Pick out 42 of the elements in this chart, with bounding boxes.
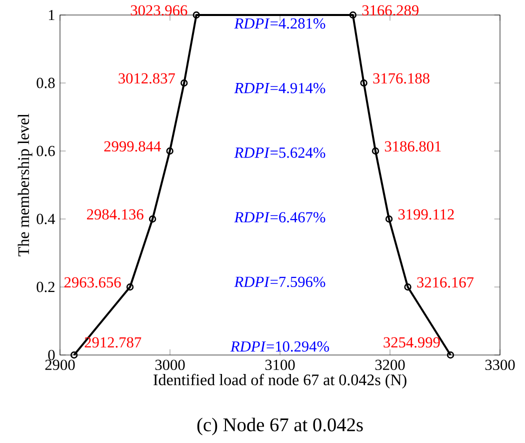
y-tick-label: 0.6 xyxy=(36,146,55,156)
y-tick-label: 0 xyxy=(48,350,55,360)
annotation: 3176.188 xyxy=(373,73,430,84)
annotation: 2912.787 xyxy=(84,337,142,348)
point xyxy=(349,11,357,19)
annotation: RDPI=10.294% xyxy=(230,341,330,352)
point xyxy=(192,11,200,19)
annotation: RDPI=4.914% xyxy=(234,82,326,94)
annotation: RDPI=6.467% xyxy=(234,212,326,222)
point xyxy=(180,79,188,87)
annotation: 3186.801 xyxy=(384,141,441,152)
text: (c) Node 67 at 0.042s xyxy=(197,418,363,436)
x-tick-label: 3200 xyxy=(375,360,405,370)
annotation: 2999.844 xyxy=(104,141,161,152)
y-tick-label: 1 xyxy=(48,10,54,20)
annotation: 2984.136 xyxy=(87,209,144,220)
point xyxy=(126,283,134,291)
annotation: RDPI=7.596% xyxy=(234,276,326,288)
x-tick-label: 3300 xyxy=(485,360,515,370)
x-tick-label: 3000 xyxy=(155,360,185,370)
y-tick-label: 0.2 xyxy=(36,282,54,292)
y-tick-label: 0.8 xyxy=(36,78,55,88)
point xyxy=(404,283,412,291)
annotation: 3012.837 xyxy=(118,73,175,84)
annotation: 3166.289 xyxy=(362,5,418,16)
x-axis-title: Identified load of node 67 at 0.042s (N) xyxy=(154,374,406,389)
annotation: 2963.656 xyxy=(64,277,121,288)
annotation: 3023.966 xyxy=(130,5,188,16)
annotation: 3216.167 xyxy=(417,277,474,288)
point xyxy=(360,79,368,87)
annotation: 3199.112 xyxy=(398,209,454,220)
point xyxy=(148,215,156,223)
annotation: 3254.999 xyxy=(384,337,440,348)
point xyxy=(166,147,174,155)
y-axis-title: The membership level xyxy=(18,114,32,256)
x-tick-label: 2900 xyxy=(45,360,75,370)
annotation: RDPI=5.624% xyxy=(234,148,326,158)
point xyxy=(372,147,380,155)
y-tick-label: 0.4 xyxy=(36,214,56,224)
x-tick-label: 3100 xyxy=(265,360,295,370)
point xyxy=(385,215,393,223)
annotation: RDPI=4.281% xyxy=(234,18,326,29)
